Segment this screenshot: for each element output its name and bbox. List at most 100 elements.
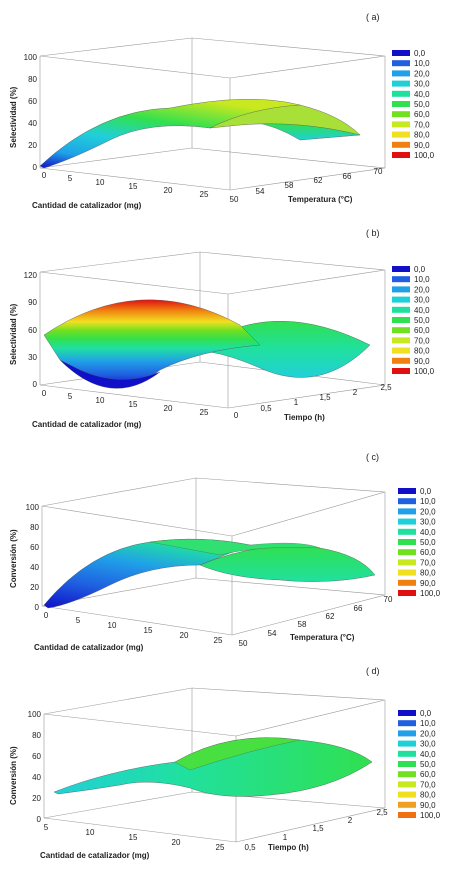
legend-label: 20,0 <box>414 285 430 294</box>
z-tick: 100 <box>28 710 42 719</box>
panel-b-box <box>39 251 386 409</box>
panel-a-yticks: 50 54 58 62 66 70 <box>230 167 383 204</box>
panel-a-ylabel: Temperatura (°C) <box>288 195 353 204</box>
y-tick: 58 <box>298 620 307 629</box>
legend-label: 10,0 <box>414 59 430 68</box>
legend-label: 50,0 <box>420 538 436 547</box>
z-tick: 40 <box>30 563 39 572</box>
panel-d-zticks: 100 80 60 40 20 0 <box>28 710 42 824</box>
legend-label: 60,0 <box>420 548 436 557</box>
y-tick: 62 <box>314 176 323 185</box>
legend-swatch <box>398 569 416 576</box>
legend-swatch <box>392 50 410 56</box>
x-tick: 5 <box>76 616 81 625</box>
y-tick: 54 <box>268 629 277 638</box>
legend-swatch <box>398 771 416 778</box>
panel-b-label: ( b) <box>366 228 380 238</box>
legend-label: 50,0 <box>414 100 430 109</box>
panel-c-xticks: 0 5 10 15 20 25 <box>44 611 223 645</box>
panel-a: ( a) 100 80 60 40 20 0 Selectividad (%) <box>9 12 435 210</box>
panel-a-zticks: 100 80 60 40 20 0 <box>24 53 38 172</box>
legend-swatch <box>398 508 416 515</box>
legend-label: 0,0 <box>414 49 426 58</box>
x-tick: 20 <box>164 186 173 195</box>
legend-label: 100,0 <box>414 367 435 376</box>
y-tick: 2 <box>353 388 358 397</box>
legend-label: 50,0 <box>420 760 436 769</box>
legend-swatch <box>392 317 410 323</box>
legend-label: 80,0 <box>414 347 430 356</box>
legend-swatch <box>398 498 416 505</box>
legend-label: 90,0 <box>414 141 430 150</box>
legend-swatch <box>398 549 416 556</box>
panel-b-ylabel: Tiempo (h) <box>284 413 325 422</box>
legend-swatch <box>392 152 410 158</box>
y-tick: 70 <box>374 167 383 176</box>
y-tick: 2 <box>348 816 353 825</box>
legend-label: 100,0 <box>420 811 441 820</box>
legend-label: 10,0 <box>420 719 436 728</box>
legend-swatch <box>392 327 410 334</box>
legend-swatch <box>398 812 416 818</box>
legend-swatch <box>392 357 410 364</box>
legend-label: 70,0 <box>420 558 436 567</box>
legend-swatch <box>398 720 416 727</box>
legend-label: 0,0 <box>420 709 432 718</box>
legend-swatch <box>392 80 410 87</box>
z-tick: 120 <box>24 271 38 280</box>
legend-label: 20,0 <box>420 507 436 516</box>
x-tick: 25 <box>214 636 223 645</box>
panel-a-box <box>39 37 386 191</box>
legend-swatch <box>392 70 410 77</box>
legend-label: 30,0 <box>420 518 436 527</box>
panel-a-label: ( a) <box>366 12 380 22</box>
z-tick: 80 <box>30 523 39 532</box>
legend-swatch <box>392 111 410 118</box>
panel-d-label: ( d) <box>366 666 380 676</box>
legend-label: 30,0 <box>414 296 430 305</box>
y-tick: 1 <box>294 398 299 407</box>
y-tick: 0 <box>234 411 239 420</box>
legend-label: 40,0 <box>414 90 430 99</box>
x-tick: 10 <box>96 396 105 405</box>
z-tick: 60 <box>30 543 39 552</box>
x-tick: 20 <box>180 631 189 640</box>
legend-label: 30,0 <box>420 740 436 749</box>
z-tick: 60 <box>28 326 37 335</box>
legend-swatch <box>392 306 410 313</box>
legend-label: 20,0 <box>414 69 430 78</box>
legend-swatch <box>398 750 416 757</box>
legend-swatch <box>398 518 416 525</box>
legend-swatch <box>398 740 416 747</box>
y-tick: 0,5 <box>244 843 256 852</box>
z-tick: 80 <box>28 75 37 84</box>
panel-c-yticks: 50 54 58 62 66 70 <box>239 595 393 648</box>
y-tick: 70 <box>384 595 393 604</box>
legend-label: 80,0 <box>420 569 436 578</box>
panel-c-label: ( c) <box>366 452 379 462</box>
legend-swatch <box>398 730 416 737</box>
x-tick: 20 <box>164 404 173 413</box>
z-tick: 100 <box>24 53 38 62</box>
legend-swatch <box>392 276 410 283</box>
legend-swatch <box>392 90 410 97</box>
legend-label: 100,0 <box>414 151 435 160</box>
legend-label: 60,0 <box>414 110 430 119</box>
panel-b-zticks: 120 90 60 30 0 <box>24 271 38 389</box>
legend-label: 0,0 <box>420 487 432 496</box>
x-tick: 15 <box>129 833 138 842</box>
y-tick: 1,5 <box>319 393 331 402</box>
x-tick: 0 <box>42 389 47 398</box>
panel-a-surface-front <box>39 99 301 169</box>
legend-swatch <box>398 528 416 535</box>
y-tick: 0,5 <box>260 404 272 413</box>
legend-label: 40,0 <box>420 750 436 759</box>
legend-swatch <box>392 337 410 344</box>
y-tick: 66 <box>354 604 363 613</box>
legend-swatch <box>398 801 416 808</box>
z-tick: 60 <box>28 97 37 106</box>
legend-label: 60,0 <box>414 326 430 335</box>
x-tick: 25 <box>216 843 225 852</box>
